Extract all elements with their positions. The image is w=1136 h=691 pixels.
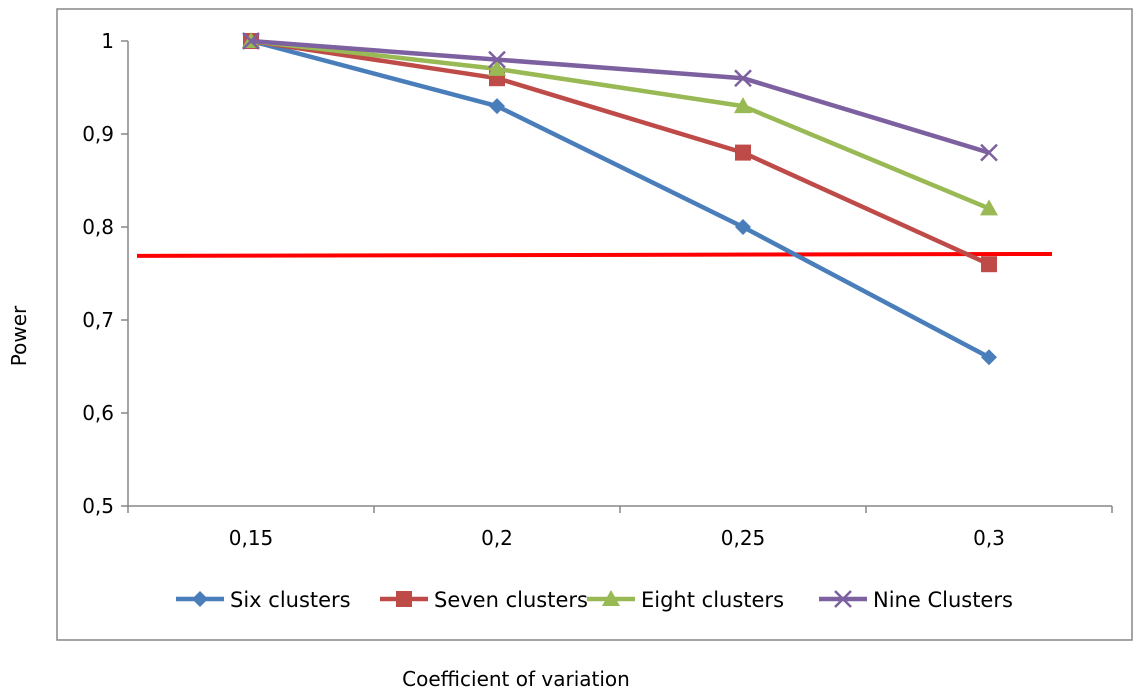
reference-line xyxy=(136,251,1053,258)
legend-item: Eight clusters xyxy=(587,588,784,612)
legend-swatch-marker xyxy=(396,591,412,607)
marker-x-stroke xyxy=(834,590,852,608)
marker-x-stroke xyxy=(242,32,260,50)
legend-label: Seven clusters xyxy=(434,588,588,612)
x-tick-label: 0,3 xyxy=(973,526,1005,550)
series-nine-clusters xyxy=(242,32,998,162)
marker-x-stroke xyxy=(734,69,752,88)
data-point xyxy=(980,143,998,162)
x-tick-label: 0,2 xyxy=(481,526,513,550)
legend-swatch-marker xyxy=(834,590,852,608)
series-line xyxy=(250,38,991,360)
series-line xyxy=(250,38,990,267)
data-point xyxy=(734,69,752,88)
data-point xyxy=(981,256,997,273)
legend-label: Six clusters xyxy=(230,588,351,612)
chart-frame xyxy=(56,8,1133,641)
data-point xyxy=(734,97,752,114)
marker-x-stroke xyxy=(980,143,998,162)
data-point xyxy=(735,144,751,161)
y-axis: 0,5 0,6 0,7 0,8 0,9 1 xyxy=(82,29,129,518)
data-point xyxy=(242,32,260,50)
data-point xyxy=(488,50,506,69)
legend: Six clusters Seven clusters Eight clusters… xyxy=(176,588,1013,612)
y-tick-label: 0,9 xyxy=(82,122,114,146)
series-six-clusters xyxy=(243,33,997,366)
y-tick-label: 0,6 xyxy=(82,401,114,425)
x-tick-label: 0,15 xyxy=(229,526,274,550)
y-axis-title: Power xyxy=(7,305,31,366)
x-axis-title: Coefficient of variation xyxy=(402,667,630,691)
marker-x-stroke xyxy=(488,50,506,69)
y-tick-label: 0,5 xyxy=(82,494,114,518)
x-axis: 0,15 0,2 0,25 0,3 xyxy=(127,505,1113,550)
legend-item: Six clusters xyxy=(176,588,351,612)
data-point xyxy=(489,98,505,115)
series-line xyxy=(250,38,990,211)
data-point xyxy=(488,59,506,76)
data-point xyxy=(735,219,751,235)
y-tick-label: 1 xyxy=(101,29,114,53)
legend-item: Nine Clusters xyxy=(819,588,1013,612)
legend-swatch-marker xyxy=(192,591,208,607)
legend-item: Seven clusters xyxy=(380,588,588,612)
legend-label: Eight clusters xyxy=(641,588,784,612)
data-point xyxy=(980,199,998,216)
data-point xyxy=(981,349,997,366)
legend-swatch-marker xyxy=(602,590,620,606)
y-tick-label: 0,7 xyxy=(82,308,114,332)
y-tick-label: 0,8 xyxy=(82,215,114,239)
x-tick-label: 0,25 xyxy=(721,526,766,550)
legend-label: Nine Clusters xyxy=(873,588,1013,612)
series-line xyxy=(250,38,990,155)
reference-line-layer xyxy=(136,251,1053,258)
series-layer xyxy=(242,32,998,366)
